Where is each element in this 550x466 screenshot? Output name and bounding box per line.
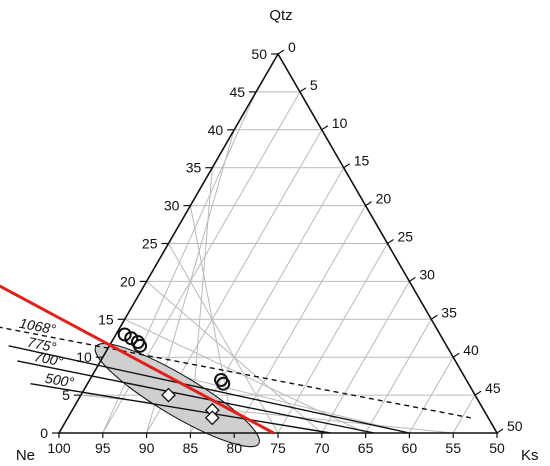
tick-right xyxy=(409,276,416,282)
isotherm-label-3: 500° xyxy=(44,370,76,391)
tick-label-right: 25 xyxy=(398,229,414,245)
tick-label-left: 5 xyxy=(62,387,70,403)
red-trend-line xyxy=(0,284,275,435)
tick-right xyxy=(277,49,285,55)
triangle-frame xyxy=(52,49,504,438)
apex-label-ne: Ne xyxy=(16,447,35,464)
grid-line-ks xyxy=(365,319,432,434)
tick-label-left: 45 xyxy=(230,84,246,100)
tick-label-right: 0 xyxy=(288,39,296,55)
tick-label-left: 0 xyxy=(40,425,48,441)
tick-label-bottom: 70 xyxy=(314,440,330,456)
tick-label-right: 50 xyxy=(507,418,523,434)
composition-field-ellipse xyxy=(94,343,260,448)
marker-layer xyxy=(117,327,231,426)
line-layer xyxy=(0,284,471,435)
tick-label-bottom: 65 xyxy=(358,440,374,456)
tick-label-left: 25 xyxy=(142,236,158,252)
tick-label-bottom: 90 xyxy=(139,440,155,456)
tick-label-bottom: 60 xyxy=(402,440,418,456)
diamond-marker xyxy=(161,387,176,403)
apex-label-qtz: Qtz xyxy=(269,7,292,24)
isotherm-line-1 xyxy=(8,345,410,434)
tick-label-bottom: 100 xyxy=(47,440,71,456)
grid-line-ks xyxy=(277,243,388,434)
isotherm-label-1: 775° xyxy=(26,334,58,356)
tick-label-left: 50 xyxy=(251,46,267,62)
tick-right xyxy=(299,87,307,93)
tick-label-right: 45 xyxy=(485,380,501,396)
tick-label-bottom: 85 xyxy=(183,440,199,456)
tick-label-bottom: 75 xyxy=(270,440,286,456)
isotherm-line-2 xyxy=(17,360,375,434)
tick-right xyxy=(430,314,438,320)
isotherm-line-3 xyxy=(30,383,331,434)
tick-label-right: 30 xyxy=(419,266,435,282)
grid-line-ks xyxy=(452,394,476,434)
grid-line-ks xyxy=(189,167,345,434)
tick-right xyxy=(496,428,504,434)
tick-label-right: 10 xyxy=(332,115,348,131)
label-layer: Qtz Ne Ks 0 5 10 15 20 25 30 35 40 45 50 0 5 10 15 20 25… xyxy=(16,7,539,464)
tick-label-bottom: 80 xyxy=(226,440,242,456)
grid-line-ne xyxy=(168,243,279,434)
isotherm-label-0: 1068° xyxy=(18,315,57,338)
tick-label-left: 30 xyxy=(164,198,180,214)
field-layer xyxy=(94,343,260,448)
circle-marker xyxy=(133,338,148,353)
tick-right xyxy=(365,201,372,207)
tick-label-left: 35 xyxy=(186,160,202,176)
diamond-marker xyxy=(204,410,220,426)
tick-label-right: 20 xyxy=(376,191,392,207)
isotherm-label-2: 700° xyxy=(33,348,65,369)
tick-right xyxy=(452,352,460,358)
tick-label-bottom: 95 xyxy=(95,440,111,456)
tick-label-right: 5 xyxy=(310,77,318,93)
tick-right xyxy=(474,390,482,396)
circle-marker xyxy=(216,376,231,391)
tick-label-right: 40 xyxy=(463,342,479,358)
tick-label-right: 35 xyxy=(441,304,457,320)
tick-label-bottom: 55 xyxy=(445,440,461,456)
apex-label-ks: Ks xyxy=(521,447,539,464)
grid-line-ks xyxy=(321,281,410,434)
tick-label-left: 40 xyxy=(208,122,224,138)
tick-label-bottom: 50 xyxy=(489,440,505,456)
grid-line-ne xyxy=(80,394,454,434)
tick-label-left: 15 xyxy=(98,311,114,327)
tick-right xyxy=(343,163,351,169)
tick-right xyxy=(321,125,329,131)
tick-label-left: 10 xyxy=(76,349,92,365)
grid-line-ks xyxy=(408,356,454,434)
tick-label-left: 20 xyxy=(120,273,136,289)
tick-label-right: 15 xyxy=(354,153,370,169)
tick-right xyxy=(387,239,394,244)
